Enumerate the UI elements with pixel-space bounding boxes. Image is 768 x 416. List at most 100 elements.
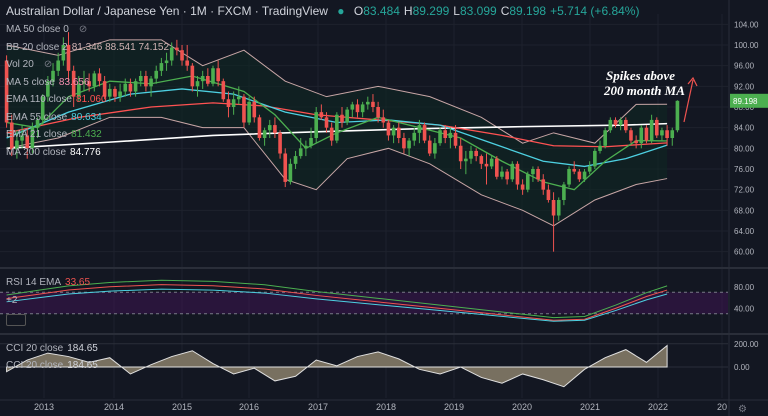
cci-legend-value: 184.65 (67, 343, 98, 354)
candle-body (402, 138, 406, 149)
price-badge (730, 93, 768, 108)
rsi-line (6, 284, 668, 321)
symbol-title: Australian Dollar / Japanese Yen · 1M · … (6, 4, 328, 18)
candle-body (30, 127, 35, 149)
rsi-ema-line (6, 279, 668, 319)
candle-body (417, 125, 422, 133)
candle-body (40, 96, 45, 120)
rsi-sub-legend: +2 (6, 295, 18, 306)
ohlc-label: C (500, 4, 510, 18)
legend-value: 84.776 (70, 146, 101, 158)
candle-body (520, 184, 525, 190)
legend-value: 81.060 (75, 94, 107, 105)
candle-body (319, 112, 324, 118)
candles (4, 32, 680, 252)
candle-body (195, 81, 200, 87)
legend-row: MA 50 close 0 ⊘ (6, 24, 87, 35)
legend-name: MA 50 close 0 (6, 24, 69, 35)
settings-gear-icon[interactable]: ⚙ (738, 404, 747, 415)
candle-body (159, 63, 164, 71)
candle-body (87, 81, 91, 87)
candle-body (247, 101, 251, 123)
price-tick-label: 64.00 (734, 227, 755, 236)
candle-body (236, 96, 241, 100)
candle-body (360, 104, 365, 113)
candle-body (51, 70, 55, 82)
annotation-arrowhead (687, 76, 698, 87)
hidden-eye-icon[interactable]: ⊘ (43, 59, 53, 70)
candle-body (629, 130, 633, 141)
cci-pane (0, 343, 728, 388)
candle-body (603, 130, 607, 146)
candle-body (644, 127, 649, 141)
candle-body (649, 119, 654, 141)
candle-body (283, 153, 288, 182)
price-tick-label: 72.00 (734, 186, 755, 195)
candle-body (427, 140, 432, 154)
candle-body (464, 158, 468, 162)
candle-body (391, 127, 396, 136)
candle-body (541, 179, 546, 190)
ohlc-value: 83.099 (459, 4, 497, 18)
candle-body (350, 104, 355, 110)
rsi-pane (0, 279, 728, 322)
candle-body (665, 130, 669, 138)
collapse-icon[interactable] (6, 314, 26, 326)
candle-body (20, 135, 24, 141)
candle-body (102, 81, 107, 97)
ohlc-value: 83.484 (363, 4, 400, 18)
candle-body (216, 68, 220, 82)
candle-body (572, 169, 577, 172)
price-tick-label: 92.00 (734, 82, 755, 91)
ohlc-label: O (353, 4, 364, 18)
candle-body (598, 145, 602, 151)
candle-body (144, 76, 148, 87)
time-tick-label: 2014 (104, 402, 124, 412)
price-tick-label: 84.00 (734, 124, 755, 133)
price-tick-label: 104.00 (734, 20, 759, 29)
candle-body (448, 132, 453, 138)
bb-lower (6, 116, 668, 227)
candle-body (355, 104, 360, 113)
candle-body (443, 130, 448, 138)
candle-body (133, 81, 138, 92)
candle-body (77, 83, 81, 97)
candle-body (169, 47, 174, 61)
candle-body (412, 132, 417, 141)
candle-body (267, 125, 272, 131)
candle-body (567, 169, 571, 185)
candle-body (556, 200, 561, 216)
annotation-line2: 200 month MA (603, 83, 685, 98)
candle-body (46, 81, 50, 97)
candle-body (505, 171, 509, 180)
ohlc-values: O83.484 H89.299 L83.099 C89.198 +5.714 (+6.8… (354, 4, 644, 18)
candle-body (314, 112, 319, 138)
price-tick-label: 80.00 (734, 144, 755, 153)
candle-body (9, 122, 14, 150)
candle-body (164, 60, 169, 64)
legend-row: MA 5 close 83.656 (6, 77, 90, 88)
time-tick-label: 2022 (648, 402, 668, 412)
candle-body (582, 171, 587, 180)
ohlc-label: H (403, 4, 413, 18)
candle-body (335, 114, 339, 141)
candle-body (371, 101, 375, 107)
candle-body (97, 73, 102, 82)
candle-body (593, 150, 597, 167)
candle-body (469, 150, 473, 159)
candle-body (624, 119, 628, 131)
legend-name: EMA 21 close (6, 129, 68, 140)
price-tick-label: 60.00 (734, 248, 755, 257)
legend-name: MA 200 close (6, 146, 67, 158)
candle-body (257, 117, 262, 138)
candle-body (107, 88, 112, 97)
rsi-legend: RSI 14 EMA 33.65 (6, 277, 90, 288)
hidden-eye-icon[interactable]: ⊘ (78, 24, 88, 35)
candle-body (92, 73, 97, 87)
rsi-ema2-line (6, 288, 668, 322)
candle-body (175, 47, 179, 51)
candle-body (515, 163, 520, 185)
cci-legend-row: CCI 20 close 184.65 (6, 343, 98, 354)
candle-body (298, 148, 303, 157)
